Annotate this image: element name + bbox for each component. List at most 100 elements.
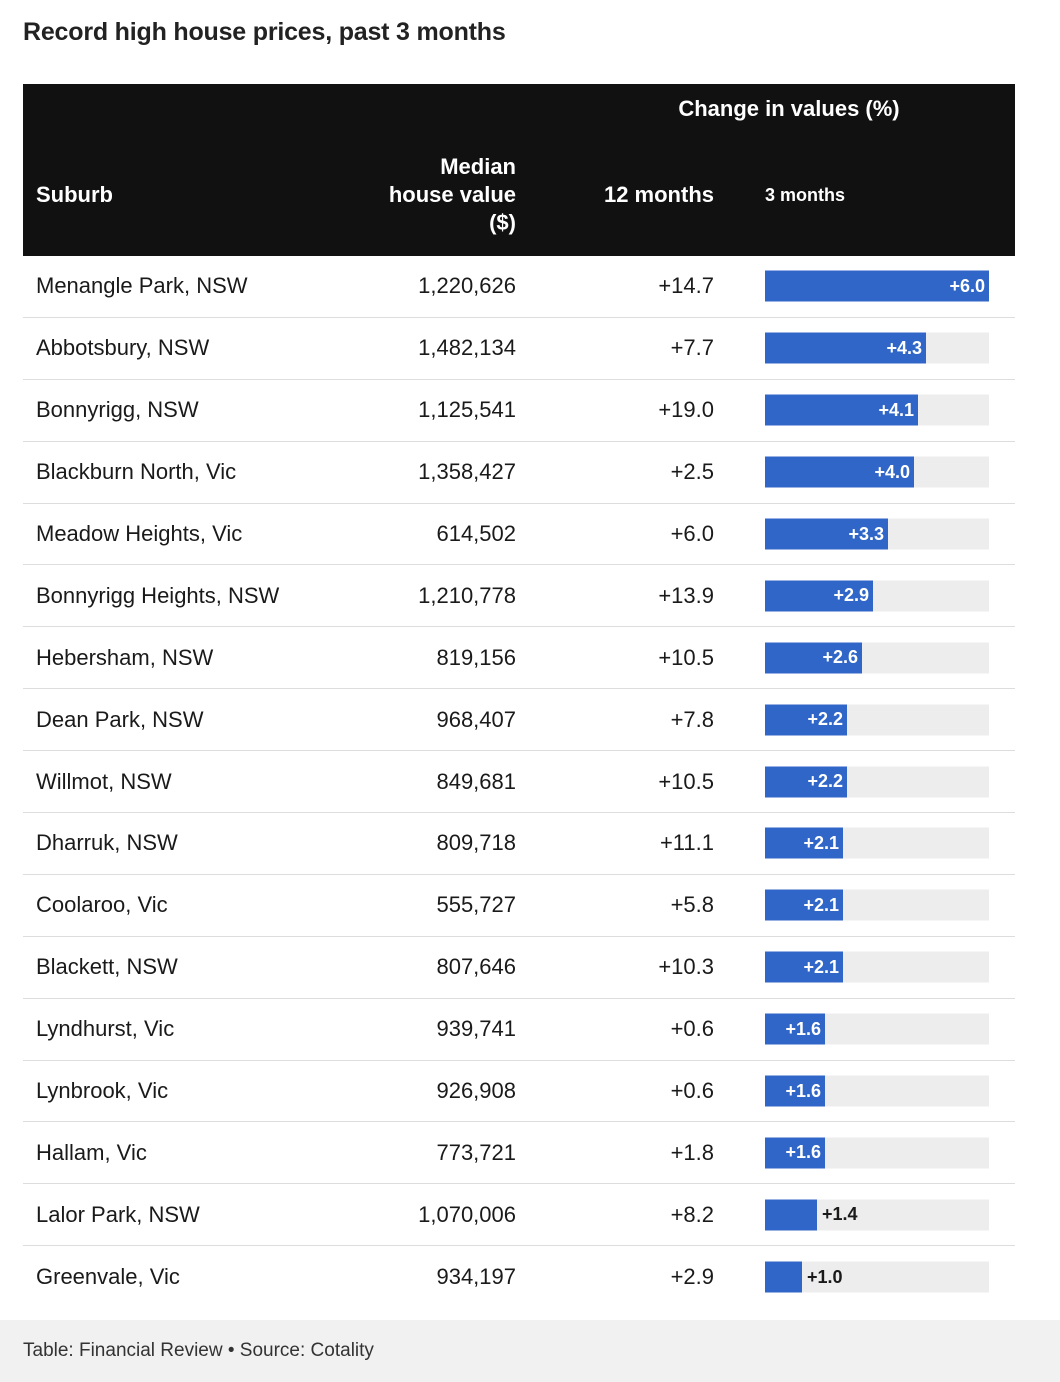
bar-track: +4.0 <box>765 456 989 488</box>
table-row: Abbotsbury, NSW 1,482,134 +7.7 +4.3 <box>23 318 1015 380</box>
bar-label: +4.3 <box>886 337 922 358</box>
bar-track: +2.9 <box>765 580 989 612</box>
cell-suburb: Coolaroo, Vic <box>36 892 168 918</box>
bar-track: +2.1 <box>765 951 989 983</box>
cell-suburb: Lyndhurst, Vic <box>36 1016 175 1042</box>
table-row: Lynbrook, Vic 926,908 +0.6 +1.6 <box>23 1061 1015 1123</box>
bar-label: +3.3 <box>848 523 884 544</box>
bar-3-month-change <box>765 332 926 364</box>
cell-median-value: 934,197 <box>436 1264 516 1290</box>
cell-12-month-change: +2.9 <box>670 1264 714 1290</box>
cell-median-value: 819,156 <box>436 644 516 670</box>
cell-median-value: 1,482,134 <box>418 335 516 361</box>
cell-12-month-change: +10.5 <box>658 644 714 670</box>
footer-source: Table: Financial Review • Source: Cotali… <box>23 1340 374 1361</box>
cell-median-value: 614,502 <box>436 521 516 546</box>
bar-3-month-change <box>765 1013 825 1045</box>
cell-12-month-change: +7.8 <box>670 706 714 732</box>
bar-track: +2.1 <box>765 889 989 921</box>
cell-median-value: 926,908 <box>436 1078 516 1104</box>
cell-median-value: 807,646 <box>436 954 516 980</box>
cell-suburb: Meadow Heights, Vic <box>36 521 243 546</box>
bar-3-month-change <box>765 456 914 488</box>
bar-label: +2.6 <box>822 647 858 668</box>
bar-track: +2.2 <box>765 704 989 736</box>
table-row: Hallam, Vic 773,721 +1.8 +1.6 <box>23 1122 1015 1185</box>
cell-suburb: Blackett, NSW <box>36 954 178 980</box>
chart-title: Record high house prices, past 3 months <box>23 18 506 46</box>
bar-label: +2.1 <box>803 832 839 853</box>
bar-track: +1.6 <box>765 1137 989 1169</box>
header-median-line-1: Median <box>440 154 516 179</box>
bar-label: +2.1 <box>803 894 839 915</box>
bar-label: +1.6 <box>785 1018 821 1039</box>
bar-3-month-change <box>765 827 843 859</box>
table-row: Dharruk, NSW 809,718 +11.1 +2.1 <box>23 813 1015 875</box>
cell-suburb: Willmot, NSW <box>36 768 172 794</box>
table-row: Blackburn North, Vic 1,358,427 +2.5 +4.0 <box>23 442 1015 504</box>
table-row: Coolaroo, Vic 555,727 +5.8 +2.1 <box>23 875 1015 937</box>
cell-12-month-change: +11.1 <box>659 830 714 856</box>
bar-label: +1.6 <box>785 1080 821 1101</box>
cell-suburb: Hebersham, NSW <box>36 644 214 670</box>
cell-median-value: 849,681 <box>436 768 516 794</box>
table-row: Bonnyrigg Heights, NSW 1,210,778 +13.9 +2.9 <box>23 565 1015 628</box>
table-row: Willmot, NSW 849,681 +10.5 +2.2 <box>23 751 1015 814</box>
cell-suburb: Menangle Park, NSW <box>36 273 248 299</box>
cell-12-month-change: +1.8 <box>670 1139 714 1165</box>
table-row: Lyndhurst, Vic 939,741 +0.6 +1.6 <box>23 999 1015 1061</box>
bar-label: +2.1 <box>803 956 839 977</box>
cell-median-value: 939,741 <box>436 1016 516 1042</box>
bar-3-month-change <box>765 1137 825 1169</box>
cell-suburb: Blackburn North, Vic <box>36 459 237 485</box>
table-row: Menangle Park, NSW 1,220,626 +14.7 +6.0 <box>23 256 1015 318</box>
cell-12-month-change: +5.8 <box>670 892 714 918</box>
header-suburb: Suburb <box>36 182 113 207</box>
cell-median-value: 773,721 <box>436 1139 516 1165</box>
bar-track: +1.6 <box>765 1075 989 1107</box>
table-row: Dean Park, NSW 968,407 +7.8 +2.2 <box>23 689 1015 752</box>
bar-3-month-change <box>765 951 843 983</box>
bar-label: +2.2 <box>807 709 843 730</box>
cell-12-month-change: +19.0 <box>658 397 714 423</box>
cell-suburb: Bonnyrigg Heights, NSW <box>36 582 280 608</box>
table-body: Menangle Park, NSW 1,220,626 +14.7 +6.0 Abbo… <box>23 256 1015 1308</box>
cell-12-month-change: +6.0 <box>670 521 714 546</box>
cell-12-month-change: +8.2 <box>670 1201 714 1227</box>
cell-suburb: Greenvale, Vic <box>36 1264 180 1290</box>
bar-3-month-change <box>765 1199 817 1231</box>
cell-12-month-change: +10.3 <box>658 954 714 980</box>
table-row: Greenvale, Vic 934,197 +2.9 +1.0 <box>23 1246 1015 1308</box>
cell-median-value: 1,125,541 <box>418 397 516 423</box>
cell-suburb: Bonnyrigg, NSW <box>36 397 199 423</box>
header-12-months: 12 months <box>603 182 714 207</box>
header-change-in-values: Change in values (%) <box>678 96 900 121</box>
bar-label: +2.2 <box>807 771 843 792</box>
footer: Table: Financial Review • Source: Cotali… <box>0 1320 1060 1382</box>
bar-label: +1.4 <box>822 1204 858 1225</box>
cell-median-value: 1,358,427 <box>418 459 516 485</box>
bar-track: +3.3 <box>765 518 989 550</box>
bar-track: +6.0 <box>765 270 989 302</box>
cell-12-month-change: +0.6 <box>670 1078 714 1104</box>
bar-label: +1.6 <box>785 1142 821 1163</box>
bar-3-month-change <box>765 766 847 798</box>
bar-track: +2.2 <box>765 766 989 798</box>
header-median-line-2: house value <box>388 182 516 207</box>
cell-suburb: Abbotsbury, NSW <box>36 335 210 361</box>
cell-median-value: 968,407 <box>436 706 516 732</box>
cell-median-value: 1,070,006 <box>418 1201 516 1227</box>
bar-3-month-change <box>765 270 989 302</box>
cell-12-month-change: +13.9 <box>658 582 714 608</box>
bar-3-month-change <box>765 518 888 550</box>
bar-track: +4.1 <box>765 394 989 426</box>
bar-3-month-change <box>765 704 847 736</box>
table-row: Meadow Heights, Vic 614,502 +6.0 +3.3 <box>23 504 1015 566</box>
cell-suburb: Dharruk, NSW <box>36 830 178 856</box>
table-row: Lalor Park, NSW 1,070,006 +8.2 +1.4 <box>23 1184 1015 1247</box>
bar-track: +2.6 <box>765 642 989 674</box>
bar-track: +4.3 <box>765 332 989 364</box>
bar-label: +4.0 <box>874 461 910 482</box>
cell-suburb: Dean Park, NSW <box>36 706 204 732</box>
